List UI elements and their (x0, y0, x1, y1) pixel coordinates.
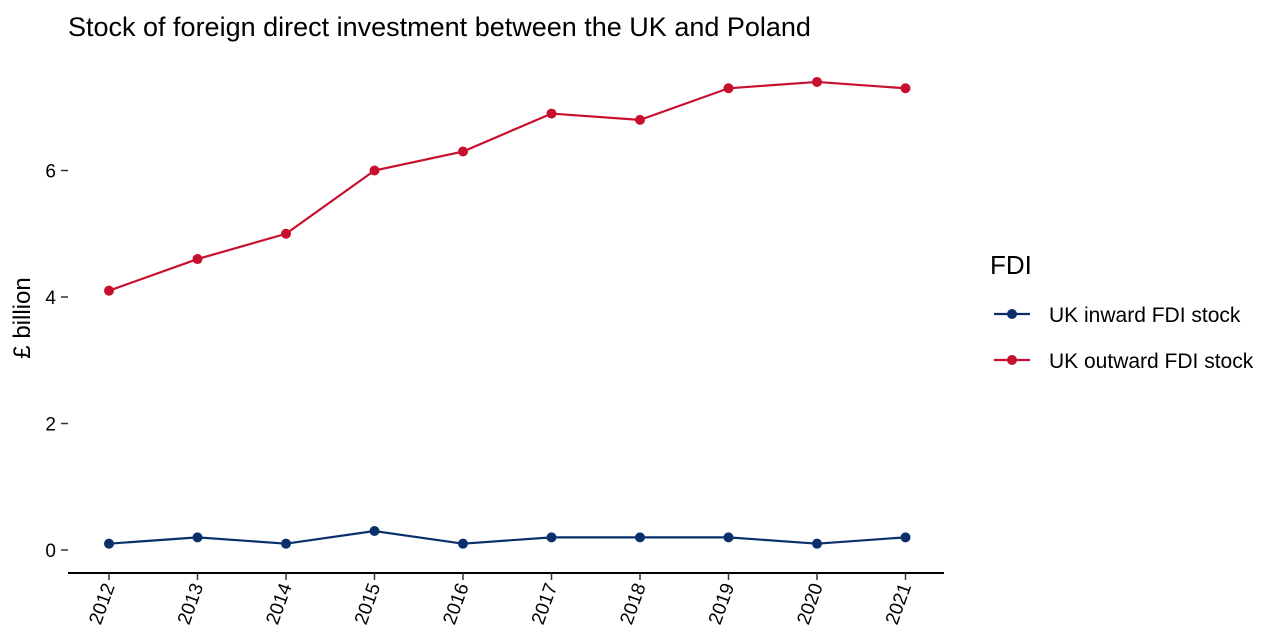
data-point (812, 76, 822, 87)
data-point (281, 228, 291, 239)
x-tick-label: 2012 (86, 581, 120, 628)
legend: FDI UK inward FDI stock UK outward FDI st… (990, 250, 1254, 373)
legend-label: UK outward FDI stock (1049, 350, 1254, 373)
y-tick-label: 4 (45, 288, 56, 309)
data-point (900, 532, 911, 543)
x-tick-label: 2021 (882, 581, 916, 628)
axes: 2012 2013 2014 2015 2016 2017 2018 2019 2020 2021… (45, 162, 944, 628)
x-tick-label: 2014 (263, 580, 297, 627)
data-point (723, 532, 734, 543)
data-point (458, 146, 468, 157)
series-points (104, 76, 911, 549)
data-point (546, 108, 557, 119)
series-line (108, 529, 906, 545)
y-axis-title: £ billion (9, 277, 36, 358)
y-tick-label: 2 (45, 415, 56, 436)
legend-key-point (1007, 309, 1017, 319)
data-point (546, 532, 557, 543)
series-line (108, 80, 906, 292)
data-point (192, 254, 203, 265)
data-point (104, 538, 114, 549)
data-point (635, 532, 645, 543)
legend-label: UK inward FDI stock (1049, 304, 1241, 327)
data-point (458, 538, 468, 549)
data-point (723, 83, 734, 94)
data-point (192, 532, 203, 543)
x-tick-label: 2020 (794, 581, 828, 628)
x-tick-label: 2013 (174, 581, 208, 628)
series-lines (108, 80, 906, 545)
x-tick-label: 2017 (528, 581, 562, 628)
y-tick-label: 6 (45, 162, 56, 183)
data-point (281, 538, 291, 549)
x-tick-label: 2018 (617, 581, 651, 628)
data-point (900, 83, 911, 94)
data-point (369, 526, 380, 537)
x-tick-label: 2015 (351, 581, 385, 628)
x-tick-label: 2016 (440, 581, 474, 628)
data-point (104, 285, 114, 296)
legend-title: FDI (990, 250, 1032, 280)
legend-key-point (1007, 355, 1017, 365)
data-point (635, 114, 645, 125)
x-tick-label: 2019 (705, 581, 739, 628)
data-point (812, 538, 822, 549)
y-tick-label: 0 (45, 541, 56, 562)
chart-title: Stock of foreign direct investment betwe… (68, 12, 811, 42)
data-point (369, 165, 380, 176)
